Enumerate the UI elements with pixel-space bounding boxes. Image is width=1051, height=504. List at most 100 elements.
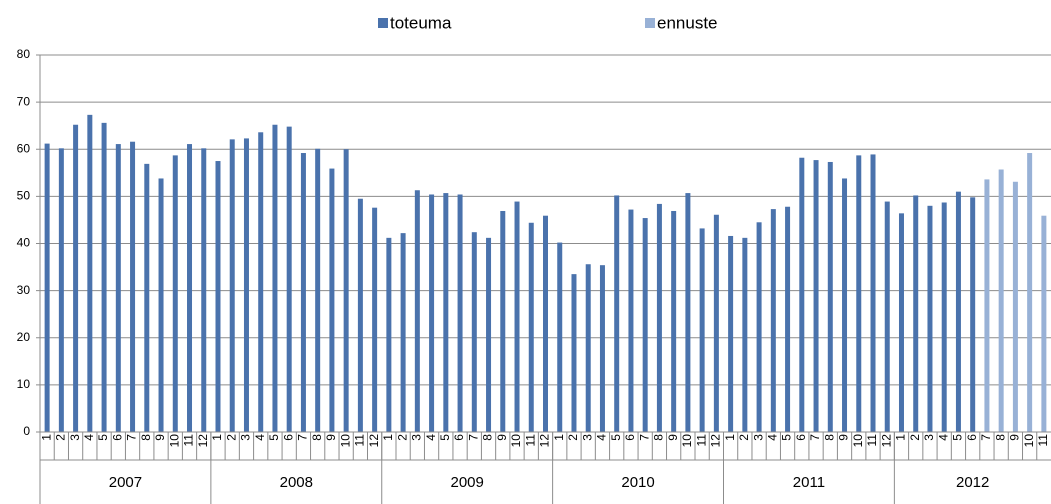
x-tick-label: 11 [694,434,708,447]
bar [799,157,805,433]
x-tick-label: 8 [652,434,666,441]
bar [1041,215,1047,432]
bar [130,141,136,432]
x-tick-label: 8 [481,434,495,441]
bar [842,178,848,432]
x-tick-label: 7 [296,434,310,441]
x-tick-label: 5 [267,434,281,441]
bar [571,274,577,432]
y-tick-label: 50 [17,189,31,203]
bar [443,193,449,432]
x-tick-label: 10 [338,434,352,448]
bar [671,210,677,432]
x-tick-label: 2 [737,434,751,441]
bar [500,210,506,432]
bar [984,179,990,432]
bar [414,190,420,432]
bar [656,203,662,432]
x-tick-label: 2 [395,434,409,441]
y-tick-label: 10 [17,377,31,391]
bar [201,148,207,432]
x-tick-label: 7 [808,434,822,441]
x-tick-label: 6 [965,434,979,441]
bar [486,237,492,432]
legend-swatch [645,18,655,28]
y-tick-label: 80 [17,47,31,61]
y-tick-label: 60 [17,141,31,155]
x-tick-label: 2 [908,434,922,441]
x-tick-label: 7 [637,434,651,441]
x-tick-label: 9 [1008,434,1022,441]
bar [642,218,648,432]
bar [229,139,235,432]
x-tick-label: 2 [54,434,68,441]
y-tick-label: 30 [17,283,31,297]
x-tick-label: 3 [239,434,253,441]
bar [272,124,278,433]
bar [785,206,791,432]
bar [543,215,548,432]
x-tick-label: 11 [182,434,196,447]
x-tick-label: 3 [410,434,424,441]
bar [870,154,876,432]
bar [742,237,748,432]
bar [927,205,933,432]
x-tick-label: 11 [353,434,367,447]
bar [585,264,591,432]
legend-label: ennuste [657,13,718,32]
x-tick-label: 4 [82,434,96,441]
bar [87,114,93,432]
bar [713,214,719,432]
x-tick-label: 10 [680,434,694,448]
bar [215,161,221,432]
x-tick-label: 12 [879,434,893,448]
year-label: 2010 [621,474,654,491]
x-tick-label: 6 [623,434,637,441]
x-tick-label: 8 [139,434,153,441]
bar [471,232,477,432]
bar [699,228,705,432]
bar [172,155,178,432]
x-tick-label: 6 [110,434,124,441]
x-tick-label: 10 [851,434,865,448]
x-tick-label: 5 [951,434,965,441]
x-tick-label: 12 [538,434,552,448]
bar [770,209,776,432]
bar [44,143,50,432]
bar [827,161,833,432]
bar [329,168,335,433]
bar [756,222,762,432]
legend-label: toteuma [390,13,452,32]
x-tick-label: 6 [452,434,466,441]
year-label: 2011 [793,474,825,491]
bar [514,201,520,432]
bar [898,213,904,432]
x-tick-label: 8 [310,434,324,441]
bar [599,265,605,432]
x-tick-label: 6 [281,434,295,441]
bar [386,237,392,432]
x-tick-label: 3 [751,434,765,441]
x-tick-label: 12 [709,434,723,448]
x-tick-label: 11 [1036,434,1050,447]
x-tick-label: 2 [566,434,580,441]
x-tick-label: 7 [125,434,139,441]
x-tick-label: 11 [865,434,879,447]
bar [115,144,121,432]
bar [813,160,819,432]
x-tick-label: 10 [1022,434,1036,448]
x-tick-label: 1 [723,434,737,441]
x-tick-label: 5 [438,434,452,441]
year-label: 2008 [280,474,313,491]
x-tick-label: 11 [523,434,537,447]
bar [557,242,563,432]
x-tick-label: 9 [495,434,509,441]
x-tick-label: 4 [595,434,609,441]
bar [728,235,734,432]
bar [286,126,292,432]
x-tick-label: 7 [466,434,480,441]
x-tick-label: 4 [766,434,780,441]
x-tick-label: 3 [922,434,936,441]
bar [998,169,1004,433]
